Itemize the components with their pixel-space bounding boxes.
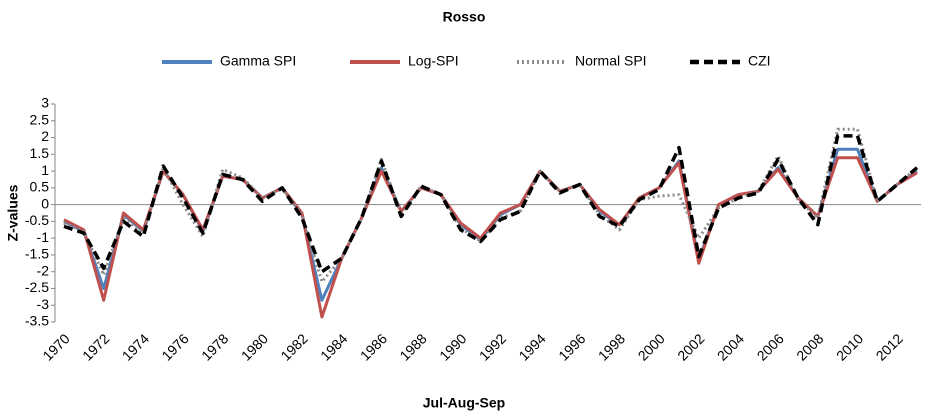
y-tick-label: 1.5 <box>30 145 50 161</box>
legend-label: Gamma SPI <box>220 53 296 69</box>
y-axis-label: Z-values <box>5 184 21 241</box>
x-tick-label: 2012 <box>873 330 906 363</box>
y-tick-label: -0.5 <box>25 212 49 228</box>
y-tick-label: -3.5 <box>25 313 49 329</box>
x-tick-label: 1986 <box>357 330 390 363</box>
chart-title: Rosso <box>443 9 486 25</box>
x-tick-label: 2010 <box>833 330 866 363</box>
x-axis-label: Jul-Aug-Sep <box>423 395 505 411</box>
x-tick-label: 1992 <box>476 330 509 363</box>
x-tick-label: 1988 <box>396 330 429 363</box>
y-tick-label: 2 <box>41 128 49 144</box>
y-tick-label: -1 <box>37 229 50 245</box>
x-tick-label: 1990 <box>436 330 469 363</box>
x-tick-label: 1976 <box>158 330 191 363</box>
series-line <box>63 127 918 284</box>
x-tick-label: 1970 <box>39 330 72 363</box>
x-tick-label: 2008 <box>793 330 826 363</box>
y-tick-label: 0.5 <box>30 179 50 195</box>
x-tick-label: 1994 <box>515 330 548 363</box>
x-tick-label: 2006 <box>754 330 787 363</box>
x-tick-label: 1996 <box>555 330 588 363</box>
x-tick-label: 2000 <box>635 330 668 363</box>
legend-label: CZI <box>748 53 771 69</box>
y-tick-label: -2 <box>37 262 50 278</box>
x-tick-label: 1972 <box>79 330 112 363</box>
x-tick-label: 2002 <box>674 330 707 363</box>
y-tick-label: -1.5 <box>25 246 49 262</box>
x-tick-label: 1980 <box>238 330 271 363</box>
y-tick-label: 2.5 <box>30 111 50 127</box>
y-tick-label: -2.5 <box>25 279 49 295</box>
y-tick-label: 0 <box>41 195 49 211</box>
series-line <box>63 134 919 274</box>
x-tick-label: 1974 <box>119 330 152 363</box>
legend-label: Normal SPI <box>575 53 647 69</box>
y-tick-label: -3 <box>37 296 50 312</box>
x-tick-label: 2004 <box>714 330 747 363</box>
x-tick-label: 1982 <box>277 330 310 363</box>
y-tick-label: 3 <box>41 95 49 111</box>
x-tick-label: 1998 <box>595 330 628 363</box>
x-tick-label: 1984 <box>317 330 350 363</box>
legend-label: Log-SPI <box>408 53 459 69</box>
x-tick-label: 1978 <box>198 330 231 363</box>
y-tick-label: 1 <box>41 162 49 178</box>
